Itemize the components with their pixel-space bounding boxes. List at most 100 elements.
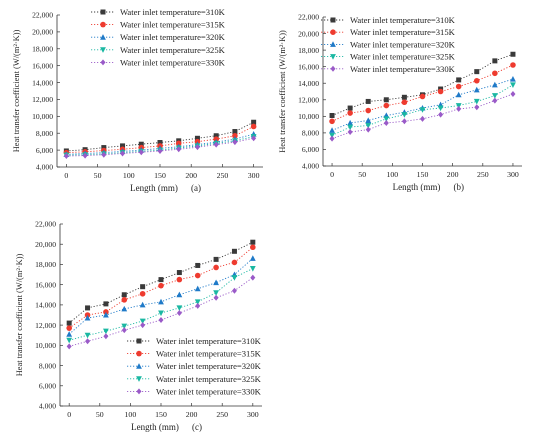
legend-marker: [100, 21, 106, 28]
series-5: [329, 90, 516, 142]
data-point: [455, 91, 462, 98]
data-point: [347, 124, 354, 131]
data-point: [365, 117, 372, 123]
y-tick-label: 12,000: [35, 321, 56, 330]
legend-marker: [100, 47, 106, 53]
x-tick-label: 300: [507, 170, 519, 179]
x-tick-label: 50: [94, 171, 102, 180]
data-point: [66, 320, 72, 326]
data-point: [194, 135, 200, 141]
data-point: [231, 275, 238, 281]
data-point: [85, 305, 91, 311]
legend-label: Water inlet temperature=315K: [156, 349, 262, 359]
data-point: [232, 129, 238, 135]
x-tick-label: 200: [447, 170, 459, 179]
legend-entry: Water inlet temperature=315K: [321, 27, 456, 37]
data-point: [213, 141, 219, 148]
x-tick-label: 250: [216, 410, 228, 419]
y-tick-label: 16,000: [32, 61, 53, 70]
legend-label: Water inlet temperature=320K: [120, 32, 226, 42]
series-1: [66, 239, 256, 326]
data-point: [213, 290, 219, 296]
data-point: [329, 118, 335, 125]
legend-marker: [330, 65, 336, 72]
legend-marker: [136, 376, 142, 382]
data-point: [138, 149, 144, 156]
data-point: [492, 58, 498, 64]
data-point: [176, 270, 182, 276]
data-point: [231, 259, 238, 266]
x-tick-label: 0: [64, 171, 68, 180]
data-point: [84, 314, 91, 321]
legend-label: Water inlet temperature=310K: [120, 7, 226, 17]
data-point: [347, 105, 353, 111]
data-point: [66, 343, 72, 350]
x-tick-label: 300: [248, 171, 260, 180]
series-5: [66, 274, 256, 350]
x-tick-label: 100: [123, 171, 135, 180]
data-point: [101, 145, 107, 151]
data-point: [231, 248, 237, 254]
legend-entry: Water inlet temperature=320K: [91, 32, 226, 42]
data-point: [121, 323, 128, 330]
data-point: [455, 103, 462, 109]
legend-entry: Water inlet temperature=310K: [127, 336, 262, 346]
x-axis-label: Length (mm): [393, 182, 441, 192]
y-tick-label: 6,000: [36, 146, 53, 155]
legend-label: Water inlet temperature=325K: [156, 374, 262, 384]
data-point: [383, 102, 390, 109]
y-tick-label: 8,000: [39, 361, 56, 370]
legend: Water inlet temperature=310K Water inlet …: [91, 7, 226, 67]
legend-label: Water inlet temperature=325K: [120, 45, 226, 55]
data-point: [401, 112, 408, 118]
y-tick-label: 20,000: [298, 29, 319, 38]
data-point: [473, 77, 480, 84]
x-tick-label: 0: [67, 410, 71, 419]
x-tick-label: 100: [125, 410, 137, 419]
legend-label: Water inlet temperature=330K: [120, 57, 226, 67]
x-axis-label: Length (mm): [131, 422, 179, 432]
data-point: [474, 104, 480, 111]
x-tick-label: 300: [247, 410, 259, 419]
legend-entry: Water inlet temperature=310K: [91, 7, 226, 17]
data-point: [195, 262, 201, 268]
x-tick-label: 150: [417, 170, 429, 179]
legend-marker: [330, 54, 336, 60]
data-point: [419, 93, 426, 100]
legend-marker: [100, 59, 106, 66]
data-point: [158, 282, 164, 289]
data-point: [401, 99, 408, 106]
legend-marker: [100, 34, 106, 40]
data-point: [492, 70, 498, 77]
data-point: [213, 279, 219, 286]
legend-label: Water inlet temperature=330K: [156, 386, 262, 396]
legend-entry: Water inlet temperature=325K: [127, 374, 262, 384]
data-point: [176, 276, 183, 283]
legend-label: Water inlet temperature=310K: [156, 336, 262, 346]
data-point: [103, 328, 109, 335]
legend-marker: [330, 29, 336, 35]
x-tick-label: 250: [217, 171, 229, 180]
legend-entry: Water inlet temperature=315K: [127, 349, 262, 359]
x-tick-label: 50: [358, 170, 366, 179]
series-line: [331, 78, 514, 131]
legend-marker: [330, 17, 336, 23]
legend-entry: Water inlet temperature=320K: [321, 39, 456, 49]
legend-entry: Water inlet temperature=315K: [91, 20, 226, 30]
data-point: [84, 332, 91, 339]
data-point: [194, 285, 201, 292]
panel-label: (a): [191, 183, 201, 193]
data-point: [250, 239, 256, 245]
data-point: [232, 139, 238, 146]
data-point: [473, 98, 480, 105]
x-tick-label: 250: [477, 170, 489, 179]
y-tick-label: 10,000: [32, 112, 53, 121]
legend-label: Water inlet temperature=315K: [120, 20, 226, 30]
y-tick-label: 4,000: [302, 162, 319, 171]
data-point: [365, 126, 371, 133]
legend-entry: Water inlet temperature=330K: [91, 57, 226, 67]
y-tick-label: 16,000: [35, 280, 56, 289]
x-tick-label: 0: [330, 170, 334, 179]
data-point: [510, 51, 516, 57]
